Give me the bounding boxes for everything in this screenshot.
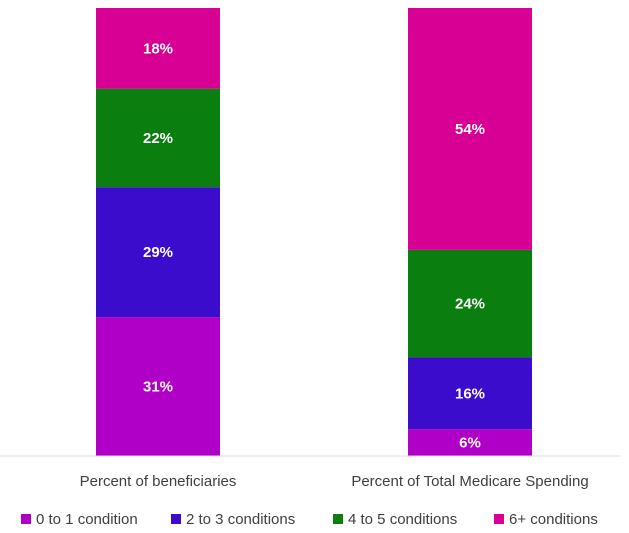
category-labels: Percent of beneficiaries Percent of Total… (80, 473, 589, 490)
bar-segment (408, 8, 532, 250)
bar-segment (96, 187, 220, 318)
legend-label: 0 to 1 condition (36, 511, 138, 528)
legend-label: 6+ conditions (509, 511, 598, 528)
bar-segment (408, 249, 532, 358)
legend-label: 4 to 5 conditions (348, 511, 457, 528)
data-label: 31% (143, 379, 173, 396)
data-label: 18% (143, 40, 173, 57)
category-label: Percent of beneficiaries (80, 473, 237, 490)
bar-segment (96, 317, 220, 456)
bar-segment (96, 88, 220, 188)
bars-group: 31% 29% 22% 18% 6% 16% 24% 54% (96, 8, 532, 456)
data-label: 54% (455, 121, 485, 138)
bar-segment (96, 8, 220, 89)
data-label: 29% (143, 244, 173, 261)
data-label: 24% (455, 296, 485, 313)
bar-segment (408, 429, 532, 456)
legend-swatch (171, 514, 181, 524)
legend-swatch (333, 514, 343, 524)
bar-segment (408, 357, 532, 430)
data-label: 6% (459, 435, 481, 452)
legend: 0 to 1 condition 2 to 3 conditions 4 to 5 … (21, 511, 598, 528)
data-label: 16% (455, 385, 485, 402)
legend-label: 2 to 3 conditions (186, 511, 295, 528)
legend-swatch (21, 514, 31, 524)
category-label: Percent of Total Medicare Spending (351, 473, 588, 490)
data-label: 22% (143, 130, 173, 147)
legend-swatch (494, 514, 504, 524)
